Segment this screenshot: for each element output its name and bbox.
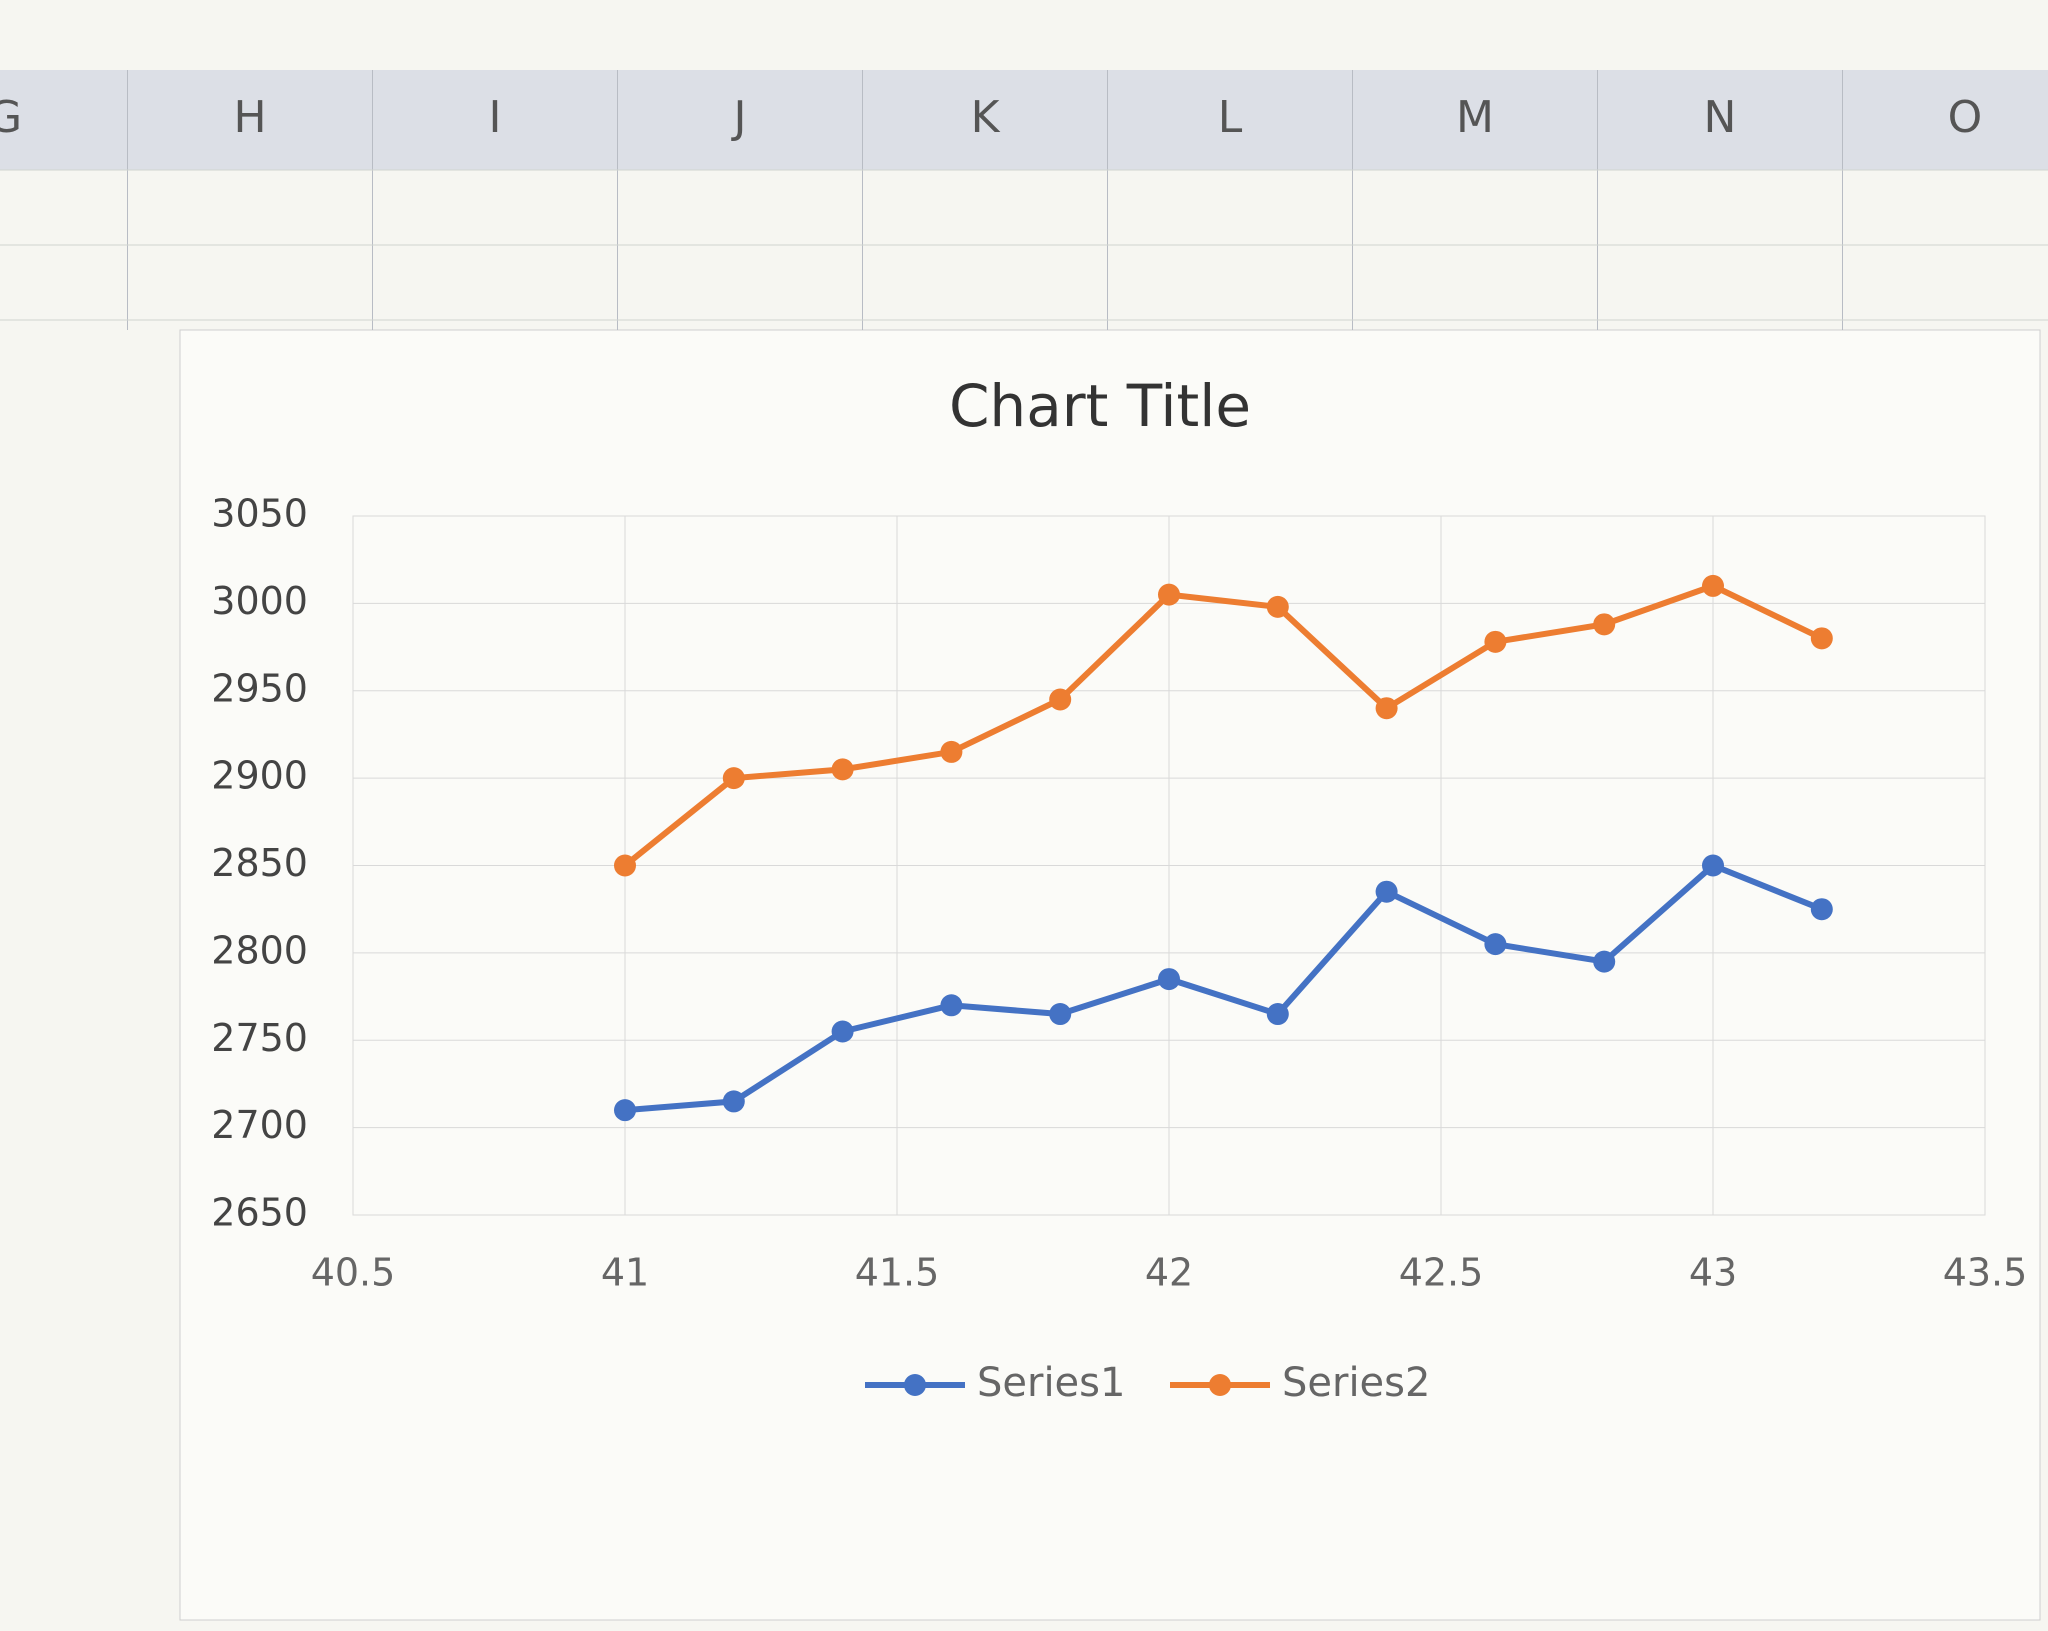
legend-label: Series1 xyxy=(977,1360,1125,1406)
column-header: K xyxy=(971,92,1001,143)
x-tick-label: 43.5 xyxy=(1943,1251,2028,1295)
y-tick-label: 3050 xyxy=(211,492,308,536)
chart-area xyxy=(179,329,2041,1621)
data-point xyxy=(1049,688,1072,711)
x-tick-label: 42.5 xyxy=(1399,1251,1484,1295)
x-tick-label: 43 xyxy=(1689,1251,1737,1295)
legend-marker xyxy=(1209,1374,1231,1396)
x-tick-label: 41 xyxy=(601,1251,649,1295)
chart-title: Chart Title xyxy=(949,372,1251,440)
data-point xyxy=(1266,595,1289,618)
data-point xyxy=(831,1020,854,1043)
data-point xyxy=(1702,574,1724,597)
y-tick-label: 2950 xyxy=(211,666,308,710)
column-header: N xyxy=(1704,92,1737,143)
data-point xyxy=(1484,630,1507,653)
data-point xyxy=(1484,933,1507,956)
data-point xyxy=(940,740,963,763)
data-point xyxy=(1266,1003,1289,1026)
series-line xyxy=(623,582,1824,868)
data-point xyxy=(1158,968,1180,991)
y-tick-label: 2900 xyxy=(211,754,308,798)
data-point xyxy=(1375,697,1398,720)
data-point xyxy=(1810,627,1833,650)
series-line xyxy=(624,862,1823,1114)
data-point xyxy=(1593,613,1616,636)
data-point xyxy=(1049,1003,1072,1026)
data-point xyxy=(940,994,963,1017)
y-tick-label: 2700 xyxy=(211,1103,308,1147)
x-tick-label: 42 xyxy=(1145,1251,1193,1295)
data-point xyxy=(1810,898,1833,921)
data-point xyxy=(1158,583,1180,606)
legend-marker xyxy=(904,1374,926,1396)
x-tick-label: 41.5 xyxy=(855,1251,940,1295)
column-header-bar xyxy=(0,70,2048,170)
legend-label: Series2 xyxy=(1282,1360,1430,1406)
column-header: O xyxy=(1948,92,1983,143)
data-point xyxy=(722,767,745,790)
x-tick-label: 40.5 xyxy=(311,1251,396,1295)
y-tick-label: 2850 xyxy=(211,841,308,885)
data-point xyxy=(722,1090,745,1113)
column-header: I xyxy=(489,92,502,143)
y-tick-label: 2650 xyxy=(211,1191,308,1235)
column-header: G xyxy=(0,92,22,143)
y-tick-label: 3000 xyxy=(211,579,308,623)
data-point xyxy=(831,758,854,781)
column-header: M xyxy=(1456,92,1494,143)
column-header: H xyxy=(233,92,266,143)
data-point xyxy=(1702,854,1724,877)
data-point xyxy=(1375,880,1398,903)
column-header: L xyxy=(1218,92,1243,143)
y-tick-label: 2800 xyxy=(211,928,308,972)
data-point xyxy=(1593,950,1616,973)
data-point xyxy=(614,854,636,877)
data-point xyxy=(614,1099,636,1122)
y-tick-label: 2750 xyxy=(211,1016,308,1060)
column-header: J xyxy=(731,92,747,143)
